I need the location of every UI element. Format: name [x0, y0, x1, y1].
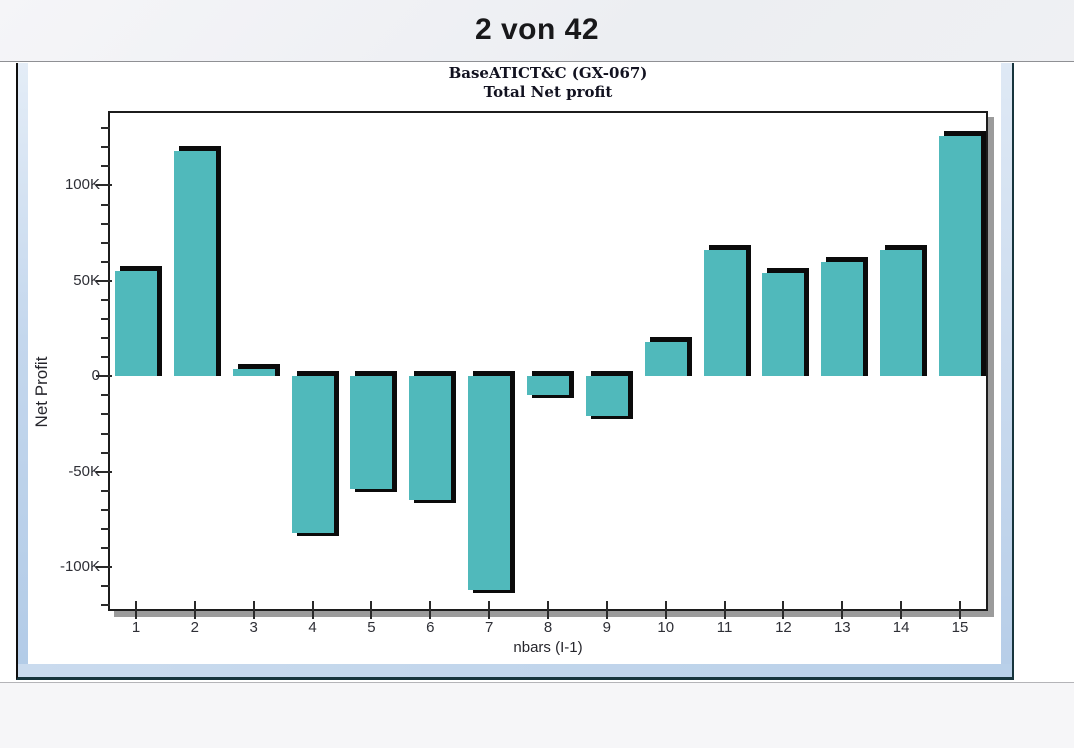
y-minor-tick: [101, 489, 110, 492]
y-minor-tick: [101, 222, 110, 225]
bar: [644, 341, 687, 377]
x-tick-label: 15: [951, 619, 969, 636]
y-tick-label: 0: [91, 367, 100, 385]
bar: [527, 376, 569, 396]
bar: [350, 376, 393, 489]
x-major-tick: [193, 601, 196, 619]
x-major-tick: [841, 601, 844, 619]
y-major-tick: [96, 184, 112, 187]
y-minor-tick: [101, 165, 110, 168]
chart-subtitle: Total Net profit: [483, 83, 613, 101]
bar: [291, 376, 334, 533]
y-minor-tick: [101, 298, 110, 301]
x-major-tick: [252, 601, 255, 619]
x-major-tick: [605, 601, 608, 619]
y-minor-tick: [101, 432, 110, 435]
x-major-tick: [488, 601, 491, 619]
y-minor-tick: [101, 146, 110, 149]
panel-border-bottom: [18, 664, 1012, 677]
x-tick-label: 11: [716, 619, 733, 636]
y-minor-tick: [101, 585, 110, 588]
chart-title: BaseATICT&C (GX-067): [448, 64, 648, 82]
bar: [939, 135, 981, 377]
y-minor-tick: [101, 527, 110, 530]
y-minor-tick: [101, 547, 110, 550]
x-major-tick: [900, 601, 903, 619]
x-axis-label: nbars (I-1): [513, 639, 583, 656]
y-minor-tick: [101, 260, 110, 263]
bar: [585, 376, 628, 417]
x-tick-label: 3: [249, 619, 258, 636]
panel-border-left: [18, 63, 28, 677]
bar: [880, 250, 923, 377]
y-tick-label: 100K: [64, 176, 100, 194]
x-tick-label: 1: [131, 619, 141, 636]
bar: [409, 376, 452, 501]
y-minor-tick: [101, 356, 110, 359]
y-tick-label: -50K: [68, 462, 100, 480]
y-axis-label: Net Profit: [32, 356, 51, 428]
x-tick-label: 2: [190, 619, 200, 636]
y-minor-tick: [101, 241, 110, 244]
y-minor-tick: [101, 394, 110, 397]
x-tick-label: 4: [308, 619, 317, 636]
y-minor-tick: [101, 604, 110, 607]
panel-border-right: [1001, 63, 1012, 677]
bar: [762, 273, 805, 377]
header-bar: 2 von 42: [0, 0, 1074, 62]
x-major-tick: [311, 601, 314, 619]
y-major-tick: [96, 375, 112, 378]
y-minor-tick: [101, 127, 110, 130]
x-major-tick: [429, 601, 432, 619]
x-tick-label: 7: [484, 619, 494, 636]
x-major-tick: [370, 601, 373, 619]
bar: [115, 271, 157, 377]
x-major-tick: [135, 601, 137, 619]
bottom-area: [0, 682, 1074, 748]
x-major-tick: [959, 601, 961, 619]
x-tick-label: 8: [543, 619, 553, 636]
x-major-tick: [782, 601, 785, 619]
x-tick-label: 12: [775, 619, 792, 636]
y-minor-tick: [101, 451, 110, 454]
bar: [821, 261, 864, 377]
bar: [173, 151, 216, 377]
x-major-tick: [664, 601, 667, 619]
y-major-tick: [96, 470, 112, 473]
bar: [468, 376, 511, 590]
x-major-tick: [547, 601, 549, 619]
y-major-tick: [96, 279, 112, 282]
y-minor-tick: [101, 508, 110, 511]
y-tick-label: -100K: [59, 558, 100, 576]
y-minor-tick: [101, 337, 110, 340]
x-tick-label: 5: [367, 619, 376, 636]
y-major-tick: [96, 566, 112, 569]
x-tick-label: 14: [892, 619, 910, 636]
x-major-tick: [723, 601, 726, 619]
y-minor-tick: [101, 318, 110, 320]
x-tick-label: 10: [657, 619, 675, 636]
page-indicator: 2 von 42: [474, 13, 600, 46]
y-minor-tick: [101, 203, 110, 206]
bar: [232, 368, 275, 377]
bar: [703, 250, 746, 377]
y-tick-label: 50K: [73, 271, 100, 289]
x-tick-label: 6: [426, 619, 435, 636]
x-tick-label: 13: [833, 619, 851, 636]
chart-panel: BaseATICT&C (GX-067) Total Net profit Ne…: [16, 63, 1014, 680]
y-minor-tick: [101, 413, 110, 416]
x-tick-label: 9: [602, 619, 612, 636]
